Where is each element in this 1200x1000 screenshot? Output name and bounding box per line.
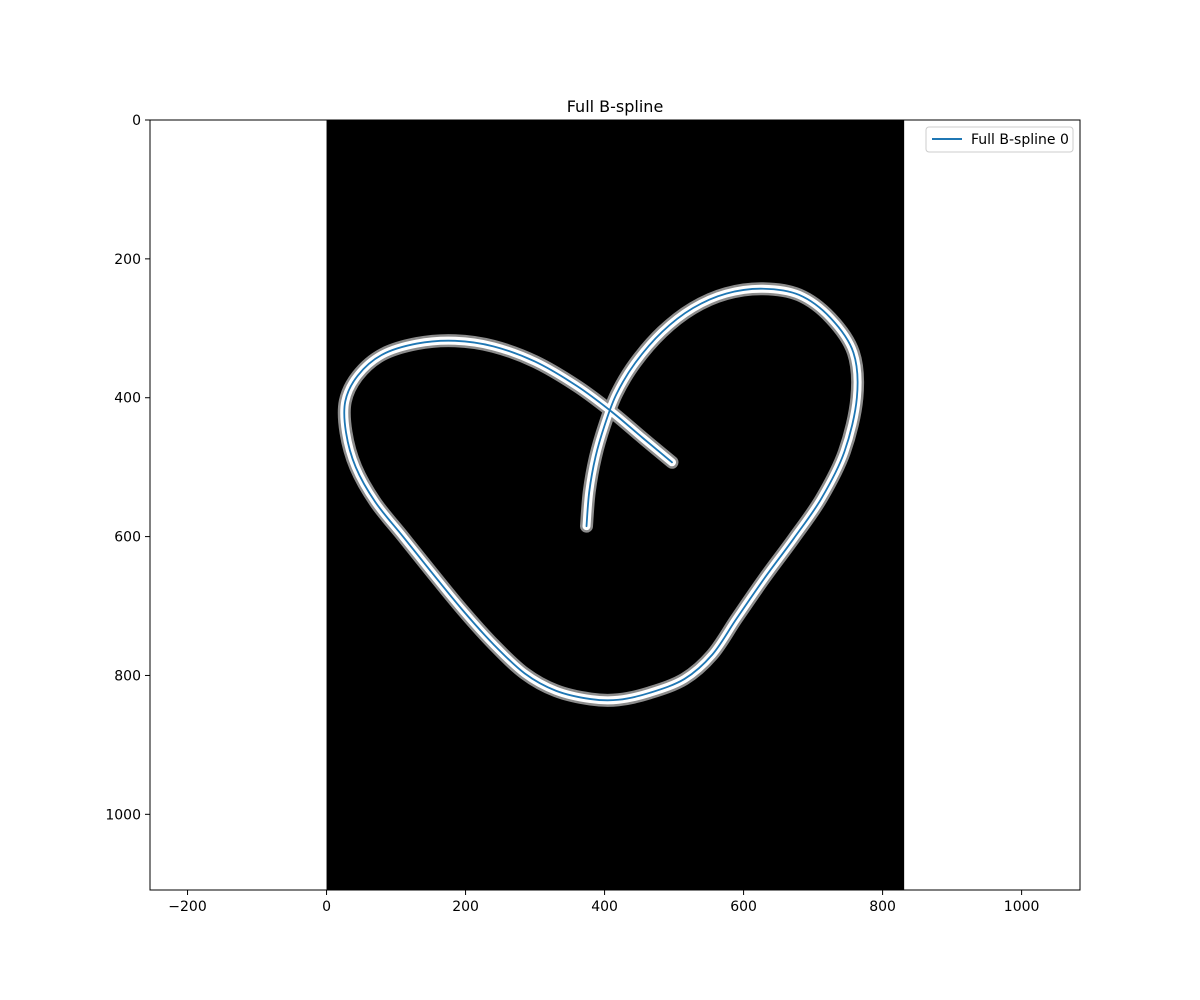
y-tick-label: 200 — [114, 252, 141, 268]
x-axis: −200 0 200 400 600 800 1000 — [168, 890, 1039, 915]
x-tick-label: −200 — [168, 899, 206, 915]
y-axis: 0 200 400 600 800 1000 — [105, 113, 150, 823]
chart-title: Full B-spline — [567, 97, 664, 116]
y-tick-label: 400 — [114, 391, 141, 407]
x-tick-label: 200 — [452, 899, 479, 915]
x-tick-label: 1000 — [1004, 899, 1040, 915]
x-tick-label: 600 — [730, 899, 757, 915]
y-tick-label: 1000 — [105, 807, 141, 823]
axes-frame — [149, 119, 1081, 891]
x-tick-label: 800 — [869, 899, 896, 915]
legend: Full B-spline 0 — [925, 126, 1074, 153]
legend-label: Full B-spline 0 — [971, 132, 1069, 148]
series-line-full-bspline-0 — [343, 287, 859, 702]
plot-area — [149, 119, 1081, 891]
legend-box — [925, 126, 1074, 153]
mask-image — [326, 120, 905, 890]
x-tick-label: 0 — [322, 899, 331, 915]
y-tick-label: 0 — [132, 113, 141, 129]
x-tick-label: 400 — [591, 899, 618, 915]
y-tick-label: 800 — [114, 668, 141, 684]
y-tick-label: 600 — [114, 530, 141, 546]
